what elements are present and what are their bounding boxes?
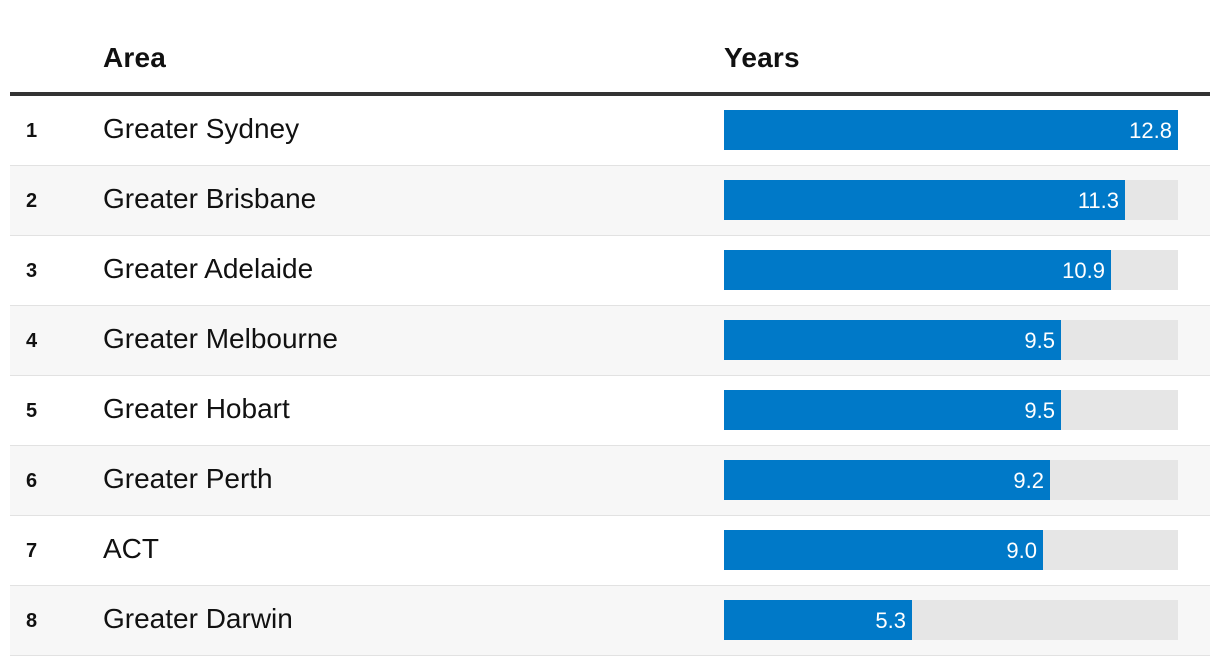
bar-value-label: 9.5 (1024, 328, 1055, 353)
bar: 11.3 (724, 180, 1125, 220)
table-row: 1 Greater Sydney 12.8 (10, 96, 1210, 166)
row-area: Greater Perth (103, 463, 273, 494)
row-rank: 5 (26, 400, 38, 422)
bar-track: 9.0 (724, 530, 1178, 570)
row-rank: 1 (26, 120, 38, 142)
row-area: Greater Hobart (103, 393, 290, 424)
bar-value-label: 9.2 (1013, 468, 1044, 493)
bar-value-label: 9.5 (1024, 398, 1055, 423)
bar-track: 9.2 (724, 460, 1178, 500)
area-column-header: Area (103, 42, 167, 73)
row-rank: 6 (26, 470, 38, 492)
bar: 12.8 (724, 110, 1178, 150)
row-area: Greater Sydney (103, 113, 300, 144)
bar: 5.3 (724, 600, 912, 640)
ranking-table: Area Years 1 Greater Sydney 12.8 2 Great… (10, 0, 1210, 656)
bar-value-label: 10.9 (1062, 258, 1105, 283)
bar: 9.2 (724, 460, 1050, 500)
row-rank: 4 (26, 330, 38, 352)
bar-track: 10.9 (724, 250, 1178, 290)
table-row: 7 ACT 9.0 (10, 516, 1210, 586)
row-area: Greater Brisbane (103, 183, 317, 214)
row-rank: 7 (26, 540, 38, 562)
row-rank: 3 (26, 260, 38, 282)
bar: 9.5 (724, 320, 1061, 360)
bar: 9.5 (724, 390, 1061, 430)
bar: 9.0 (724, 530, 1043, 570)
table-row: 4 Greater Melbourne 9.5 (10, 306, 1210, 376)
row-area: Greater Melbourne (103, 323, 339, 354)
table-body: 1 Greater Sydney 12.8 2 Greater Brisbane… (10, 96, 1210, 656)
bar-track: 11.3 (724, 180, 1178, 220)
bar: 10.9 (724, 250, 1111, 290)
bar-track: 9.5 (724, 320, 1178, 360)
row-area: Greater Adelaide (103, 253, 314, 284)
row-area: Greater Darwin (103, 603, 293, 634)
row-area: ACT (103, 533, 159, 564)
bar-track: 12.8 (724, 110, 1178, 150)
bar-value-label: 9.0 (1006, 538, 1037, 563)
bar-value-label: 5.3 (875, 608, 906, 633)
table-row: 2 Greater Brisbane 11.3 (10, 166, 1210, 236)
bar-value-label: 12.8 (1129, 118, 1172, 143)
table-header: Area Years (10, 0, 1210, 96)
bar-value-label: 11.3 (1077, 188, 1119, 213)
bar-track: 9.5 (724, 390, 1178, 430)
row-rank: 2 (26, 190, 38, 212)
table-row: 8 Greater Darwin 5.3 (10, 586, 1210, 656)
row-rank: 8 (26, 610, 38, 632)
years-column-header: Years (724, 42, 800, 73)
table-row: 5 Greater Hobart 9.5 (10, 376, 1210, 446)
table-row: 6 Greater Perth 9.2 (10, 446, 1210, 516)
table-row: 3 Greater Adelaide 10.9 (10, 236, 1210, 306)
bar-track: 5.3 (724, 600, 1178, 640)
